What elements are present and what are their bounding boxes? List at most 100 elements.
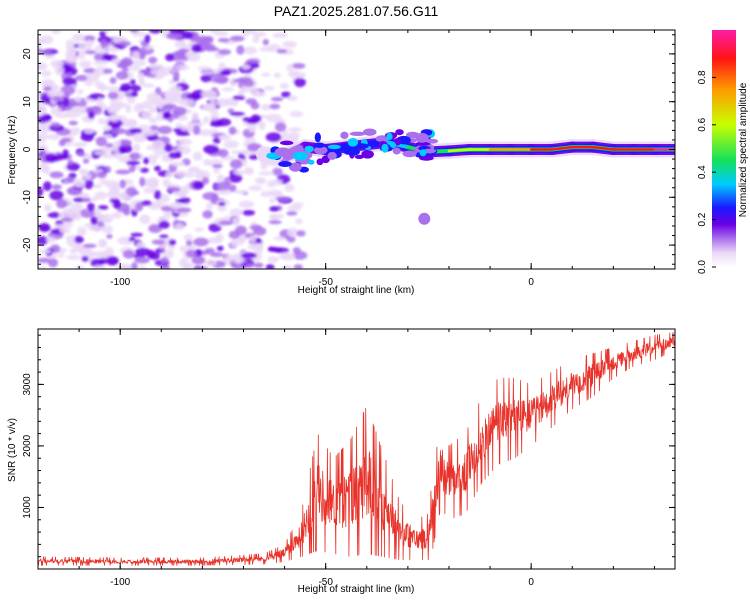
noise-blob (289, 111, 304, 118)
noise-blob (223, 140, 240, 149)
noise-blob (175, 170, 189, 178)
noise-blob (250, 101, 260, 110)
noise-blob (275, 196, 291, 201)
noise-blob (49, 190, 64, 201)
spectrogram-x-ticks: -100 -50 0 (37, 30, 655, 288)
noise-blob (218, 62, 226, 71)
signal-blob (381, 143, 389, 153)
noise-blob (204, 47, 220, 52)
noise-blob (149, 125, 159, 131)
noise-blob (169, 202, 183, 209)
noise-blob (218, 148, 229, 158)
noise-blob (233, 256, 245, 264)
noise-blob (67, 159, 74, 165)
snr-series-line (38, 332, 675, 566)
noise-blob (47, 133, 61, 141)
noise-blob (185, 240, 193, 246)
noise-blob (96, 97, 104, 106)
noise-blob (218, 220, 234, 226)
noise-blob (129, 127, 143, 134)
noise-blob (168, 239, 177, 246)
noise-blob (58, 210, 72, 220)
noise-blob (59, 227, 71, 234)
noise-blob (129, 78, 136, 85)
noise-blob (168, 152, 180, 159)
noise-blob (229, 111, 245, 117)
noise-blob (135, 201, 144, 212)
noise-blob (218, 49, 232, 55)
noise-blob (295, 218, 303, 225)
noise-blob (98, 238, 106, 248)
noise-blob (245, 263, 254, 268)
noise-blob (260, 104, 272, 111)
signal-blob (314, 146, 328, 155)
noise-blob (178, 138, 193, 146)
noise-blob (291, 202, 304, 208)
noise-blob (118, 40, 132, 47)
noise-blob (41, 79, 54, 85)
noise-blob (232, 95, 246, 101)
noise-blob (46, 236, 56, 244)
noise-blob (119, 179, 126, 189)
colorbar-ticks: 0.0 0.2 0.4 0.6 0.8 (697, 70, 716, 274)
signal-blob (288, 162, 302, 172)
noise-blob (38, 101, 45, 106)
noise-blob (84, 173, 92, 180)
signal-blob (426, 138, 439, 144)
noise-blob (87, 110, 96, 120)
noise-blob (49, 171, 64, 179)
noise-blob (119, 60, 132, 66)
noise-blob (209, 120, 224, 127)
noise-blob (148, 63, 165, 71)
noise-blob (233, 170, 246, 176)
noise-blob (254, 177, 264, 184)
noise-blob (147, 154, 160, 160)
noise-blob (177, 115, 188, 121)
noise-blob (204, 259, 217, 267)
noise-blob (81, 255, 89, 262)
noise-blob (151, 239, 166, 245)
noise-blob (218, 201, 226, 207)
noise-blob (183, 44, 192, 50)
noise-blob (162, 104, 178, 109)
noise-blob (279, 82, 290, 90)
spectrogram-x-axis-label: Height of straight line (km) (298, 285, 415, 296)
noise-blob (159, 234, 169, 239)
noise-blob (148, 117, 158, 124)
noise-blob (67, 46, 77, 57)
noise-blob (43, 86, 52, 92)
noise-blob (204, 247, 215, 254)
noise-blob (152, 139, 165, 150)
noise-blob (133, 104, 145, 113)
noise-blob (244, 79, 255, 87)
noise-blob (104, 180, 120, 188)
noise-blob (58, 140, 66, 147)
noise-blob (215, 181, 230, 192)
noise-blob (96, 85, 111, 90)
noise-blob (106, 191, 122, 199)
noise-blob (39, 49, 53, 55)
noise-blob (77, 42, 93, 51)
noise-blob (165, 171, 174, 178)
noise-blob (198, 129, 213, 137)
noise-blob (148, 224, 163, 233)
noise-blob (76, 50, 86, 60)
snr-y-tick-label: 3000 (22, 373, 33, 396)
noise-blob (128, 237, 136, 242)
noise-blob (80, 169, 87, 177)
signal-blob (361, 149, 374, 159)
noise-blob (291, 63, 306, 69)
noise-blob (130, 91, 138, 97)
noise-blob (282, 40, 297, 49)
noise-blob (268, 189, 282, 196)
noise-blob (109, 145, 119, 153)
spectrogram-y-axis-label: Frequency (Hz) (7, 116, 18, 185)
noise-blob (130, 232, 143, 237)
noise-blob (93, 150, 108, 156)
noise-blob (148, 56, 158, 64)
snr-y-tick-label: 2000 (22, 434, 33, 457)
noise-blob (272, 32, 288, 39)
noise-blob (281, 129, 289, 140)
noise-blob (235, 225, 247, 235)
